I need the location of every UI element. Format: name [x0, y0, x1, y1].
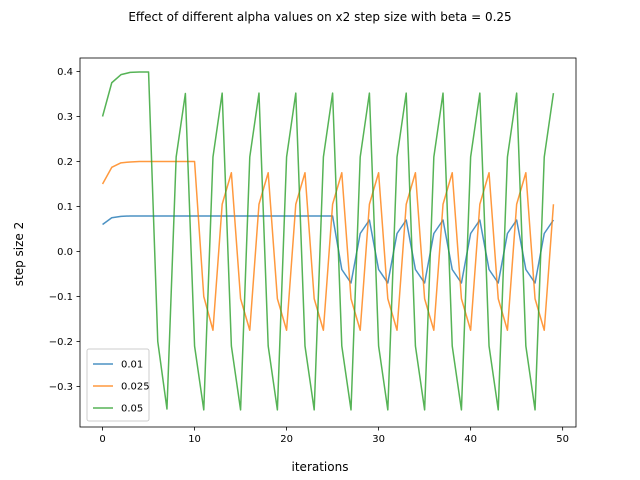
series-line-0.025 — [101, 160, 555, 331]
legend-label-0.01: 0.01 — [121, 360, 143, 371]
legend-label-0.05: 0.05 — [121, 404, 143, 415]
x-tick-label: 0 — [99, 434, 105, 445]
y-tick-label: −0.3 — [49, 382, 73, 393]
y-axis-label: step size 2 — [12, 222, 26, 287]
x-tick-label: 20 — [280, 434, 293, 445]
y-tick-label: 0.0 — [57, 247, 73, 258]
plot-area: 0 10 20 30 40 50 −0.3 −0.2 −0.1 0.0 0.1 0.2 0.3 0.4 — [49, 57, 577, 445]
chart-title: Effect of different alpha values on x2 s… — [128, 10, 511, 24]
y-tick-label: 0.3 — [57, 112, 73, 123]
y-tick-label: 0.1 — [57, 202, 73, 213]
legend: 0.01 0.025 0.05 — [86, 348, 150, 422]
x-tick-label: 30 — [372, 434, 385, 445]
y-tick-label: −0.1 — [49, 292, 73, 303]
y-tick-label: 0.2 — [57, 157, 73, 168]
axes-frame — [79, 57, 577, 428]
y-tick-label: 0.4 — [57, 67, 73, 78]
series-line-0.05 — [101, 71, 555, 411]
legend-box — [86, 348, 150, 422]
x-tick-label: 40 — [464, 434, 477, 445]
legend-label-0.025: 0.025 — [121, 382, 150, 393]
x-tick-label: 10 — [188, 434, 201, 445]
y-tick-label: −0.2 — [49, 337, 73, 348]
x-axis-label: iterations — [292, 460, 349, 474]
x-tick-label: 50 — [556, 434, 569, 445]
